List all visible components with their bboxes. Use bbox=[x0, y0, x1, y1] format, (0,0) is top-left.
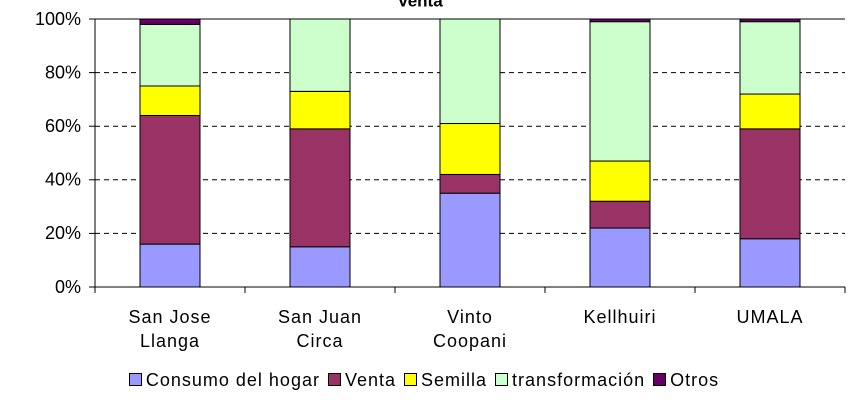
legend-swatch bbox=[404, 373, 418, 386]
bar-segment bbox=[139, 85, 201, 116]
chart-title: Venta bbox=[397, 0, 443, 10]
legend-label: Venta bbox=[344, 370, 397, 390]
bar-segment bbox=[289, 246, 351, 288]
legend-label: Semilla bbox=[421, 370, 488, 390]
bar-segment bbox=[289, 90, 351, 130]
bar-segment bbox=[139, 23, 201, 87]
legend-item: Semilla bbox=[404, 370, 487, 391]
bar-segment bbox=[589, 160, 651, 202]
bar-segment bbox=[589, 200, 651, 229]
bar-segment bbox=[589, 227, 651, 288]
legend-label: Consumo del hogar bbox=[145, 370, 320, 390]
y-tick-label: 100% bbox=[35, 9, 81, 29]
y-tick-label: 40% bbox=[45, 170, 81, 190]
x-tick-label: Kellhuiri bbox=[583, 307, 657, 327]
bar-segment bbox=[439, 18, 501, 125]
y-tick-label: 60% bbox=[45, 116, 81, 136]
bar-segment bbox=[439, 192, 501, 288]
bar-segment bbox=[589, 21, 651, 162]
x-tick-label: Vinto Coopani bbox=[432, 307, 508, 351]
bar-segment bbox=[139, 243, 201, 288]
bar-segment bbox=[739, 18, 801, 23]
legend-swatch bbox=[495, 373, 509, 386]
legend-swatch bbox=[128, 373, 142, 386]
legend: Consumo del hogar Venta Semilla transformac… bbox=[0, 370, 848, 391]
legend-swatch bbox=[327, 373, 341, 386]
x-tick-label: San Juan Circa bbox=[277, 307, 363, 351]
bar-segment bbox=[139, 114, 201, 245]
legend-swatch bbox=[653, 373, 667, 386]
legend-item: transformación bbox=[495, 370, 645, 391]
bar-segment bbox=[289, 18, 351, 92]
bar-segment bbox=[139, 18, 201, 25]
y-tick-label: 20% bbox=[45, 223, 81, 243]
legend-label: transformación bbox=[512, 370, 646, 390]
x-tick-label: UMALA bbox=[736, 307, 804, 327]
legend-item: Venta bbox=[327, 370, 397, 391]
x-tick-label: San Jose Llanga bbox=[128, 307, 212, 351]
legend-item: Otros bbox=[653, 370, 719, 391]
legend-item: Consumo del hogar bbox=[128, 370, 320, 391]
y-tick-label: 0% bbox=[55, 277, 81, 297]
legend-label: Otros bbox=[670, 370, 720, 390]
y-tick-label: 80% bbox=[45, 62, 81, 82]
bar-segment bbox=[439, 123, 501, 175]
bar-segment bbox=[439, 173, 501, 194]
bar-segment bbox=[739, 93, 801, 130]
bar-segment bbox=[589, 18, 651, 23]
bar-segment bbox=[739, 21, 801, 95]
bar-segment bbox=[289, 128, 351, 248]
bar-segment bbox=[739, 238, 801, 288]
bar-segment bbox=[739, 128, 801, 240]
